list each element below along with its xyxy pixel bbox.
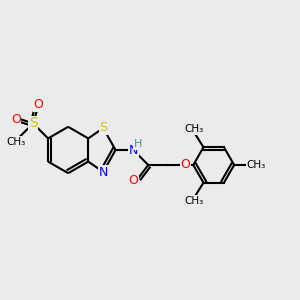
Text: O: O bbox=[180, 158, 190, 172]
Text: O: O bbox=[11, 113, 21, 126]
Text: O: O bbox=[34, 98, 44, 111]
Text: O: O bbox=[128, 174, 138, 187]
Text: CH₃: CH₃ bbox=[184, 124, 204, 134]
Text: N: N bbox=[99, 166, 108, 179]
Text: S: S bbox=[29, 116, 38, 130]
Text: H: H bbox=[134, 139, 142, 149]
Text: CH₃: CH₃ bbox=[246, 160, 266, 170]
Text: N: N bbox=[129, 143, 138, 157]
Text: CH₃: CH₃ bbox=[184, 196, 204, 206]
Text: S: S bbox=[99, 121, 107, 134]
Text: CH₃: CH₃ bbox=[7, 137, 26, 147]
